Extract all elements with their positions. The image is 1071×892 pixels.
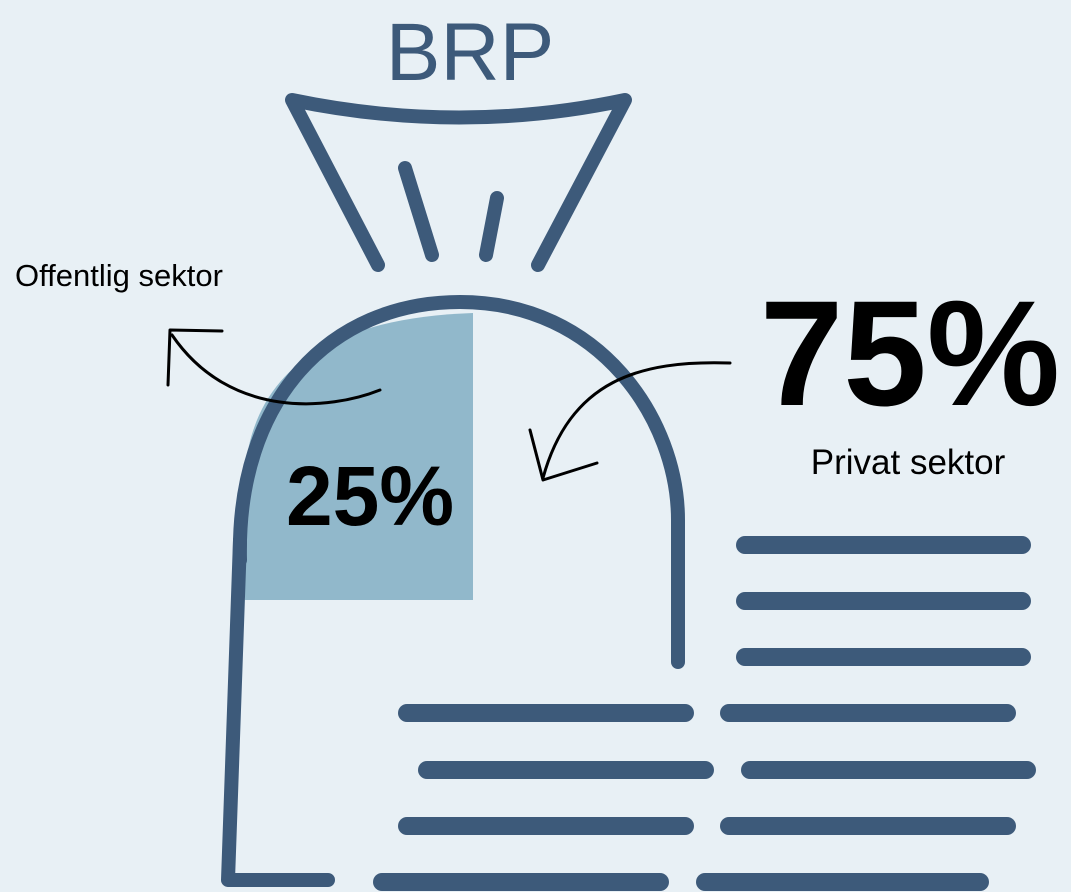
private-label: Privat sektor bbox=[811, 443, 1006, 482]
bag-left bbox=[221, 533, 335, 887]
arrow-public bbox=[170, 333, 382, 406]
public-share-area bbox=[245, 313, 473, 600]
title: BRP bbox=[386, 7, 555, 98]
arrowhead-public bbox=[166, 328, 224, 387]
bag-tie bbox=[285, 93, 632, 272]
public-label: Offentlig sektor bbox=[15, 258, 223, 293]
coins bbox=[373, 536, 1036, 891]
bag-arch bbox=[232, 295, 685, 669]
bag-fold bbox=[398, 161, 439, 262]
public-share: 25% bbox=[286, 449, 454, 543]
bag-fold bbox=[479, 191, 504, 262]
private-share: 75% bbox=[760, 269, 1060, 437]
arrowhead-private bbox=[528, 428, 599, 482]
arrow-private bbox=[541, 361, 732, 480]
